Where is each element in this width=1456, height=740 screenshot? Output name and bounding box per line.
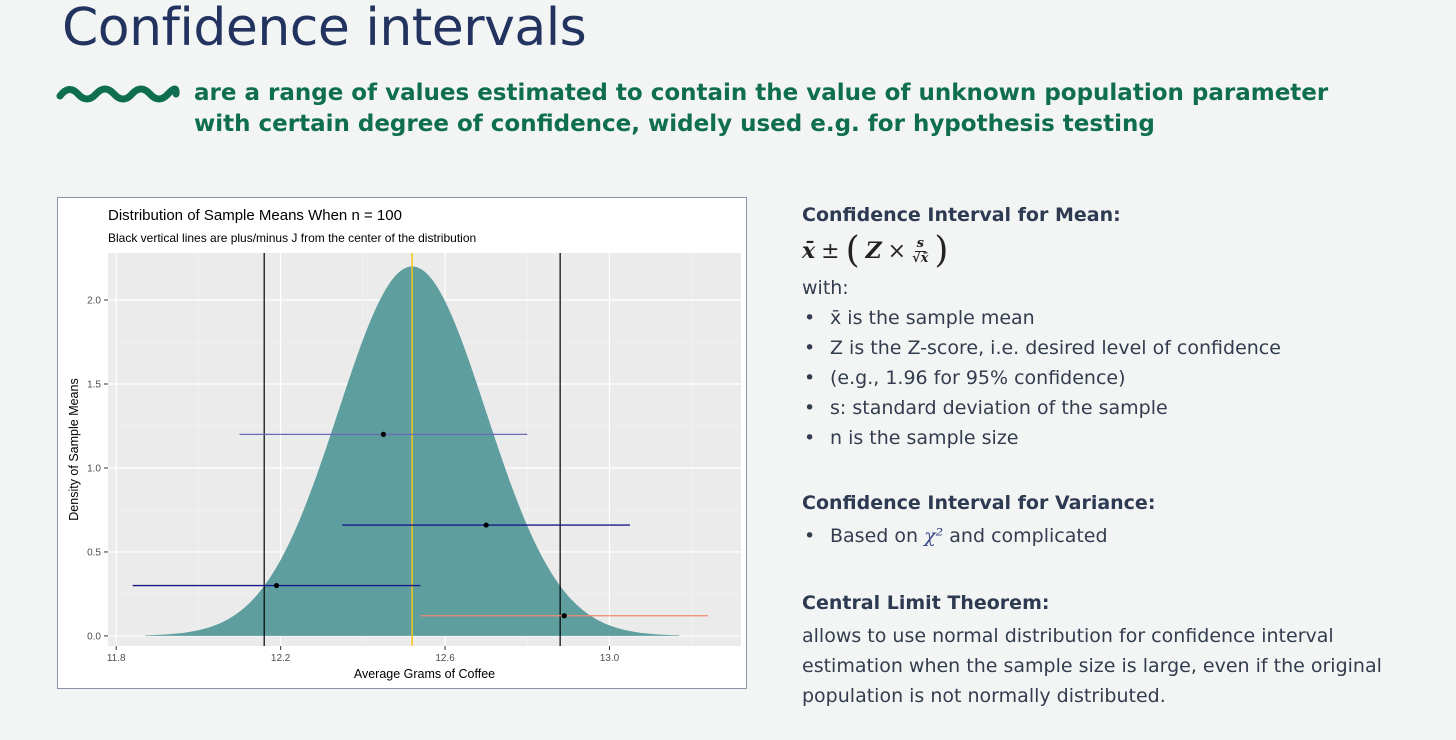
formula-pm: ± bbox=[821, 238, 840, 264]
bullet-z-example: (e.g., 1.96 for 95% confidence) bbox=[802, 363, 1442, 393]
bullet-variance: Based on χ² and complicated bbox=[802, 521, 1442, 551]
formula-open-paren: ( bbox=[845, 230, 860, 271]
mean-formula: x̄ ± ( Z × s √x̄ ) bbox=[802, 229, 1442, 273]
page-title: Confidence intervals bbox=[62, 0, 587, 58]
formula-numerator: s bbox=[914, 235, 926, 252]
bullet-sample-size: n is the sample size bbox=[802, 423, 1442, 453]
interval-point bbox=[273, 582, 280, 589]
chart-title: Distribution of Sample Means When n = 10… bbox=[108, 207, 402, 224]
interval-point bbox=[561, 613, 567, 619]
y-tick-label: 1.0 bbox=[87, 463, 101, 474]
variance-post: and complicated bbox=[949, 525, 1108, 547]
sample-means-chart: Distribution of Sample Means When n = 10… bbox=[67, 207, 741, 681]
definition-line-1: are a range of values estimated to conta… bbox=[194, 80, 1329, 106]
x-tick-label: 12.6 bbox=[435, 653, 455, 664]
formula-denominator: √x̄ bbox=[912, 250, 929, 266]
clt-heading: Central Limit Theorem: bbox=[802, 592, 1050, 614]
variance-pre: Based on bbox=[830, 525, 919, 547]
wave-icon bbox=[56, 85, 180, 103]
y-tick-label: 1.5 bbox=[87, 380, 101, 391]
formula-z: Z bbox=[865, 238, 882, 264]
variance-heading: Confidence Interval for Variance: bbox=[802, 492, 1156, 514]
x-axis-label: Average Grams of Coffee bbox=[354, 667, 495, 681]
interval-point bbox=[483, 522, 489, 528]
formula-xbar: x̄ bbox=[802, 238, 816, 264]
y-axis-label: Density of Sample Means bbox=[67, 378, 81, 520]
x-tick-label: 13.0 bbox=[600, 653, 620, 664]
clt-line-2: estimation when the sample size is large… bbox=[802, 655, 1382, 677]
interval-point bbox=[380, 431, 386, 437]
definition-line-2: with certain degree of confidence, widel… bbox=[194, 111, 1155, 137]
y-tick-label: 0.5 bbox=[87, 547, 101, 558]
with-label: with: bbox=[802, 277, 849, 299]
clt-line-3: population is not normally distributed. bbox=[802, 685, 1166, 707]
definition-text: are a range of values estimated to conta… bbox=[194, 78, 1394, 140]
variance-bullets: Based on χ² and complicated bbox=[802, 521, 1442, 551]
formula-close-paren: ) bbox=[934, 230, 949, 271]
formula-times: × bbox=[887, 238, 907, 264]
clt-line-1: allows to use normal distribution for co… bbox=[802, 625, 1334, 647]
mean-heading: Confidence Interval for Mean: bbox=[802, 204, 1121, 226]
bullet-z-score: Z is the Z-score, i.e. desired level of … bbox=[802, 333, 1442, 363]
mean-bullets: x̄ is the sample mean Z is the Z-score, … bbox=[802, 303, 1442, 453]
chart-subtitle: Black vertical lines are plus/minus J fr… bbox=[108, 231, 476, 245]
x-tick-label: 12.2 bbox=[271, 653, 291, 664]
explanation-panel: Confidence Interval for Mean: x̄ ± ( Z ×… bbox=[802, 201, 1442, 711]
formula-fraction: s √x̄ bbox=[912, 235, 929, 266]
chi-square-symbol: χ² bbox=[924, 525, 944, 547]
x-tick-label: 11.8 bbox=[107, 653, 126, 664]
bullet-std-dev: s: standard deviation of the sample bbox=[802, 393, 1442, 423]
y-tick-label: 0.0 bbox=[87, 631, 101, 642]
chart-frame: Distribution of Sample Means When n = 10… bbox=[57, 197, 747, 689]
y-tick-label: 2.0 bbox=[87, 296, 101, 307]
bullet-sample-mean: x̄ is the sample mean bbox=[802, 303, 1442, 333]
